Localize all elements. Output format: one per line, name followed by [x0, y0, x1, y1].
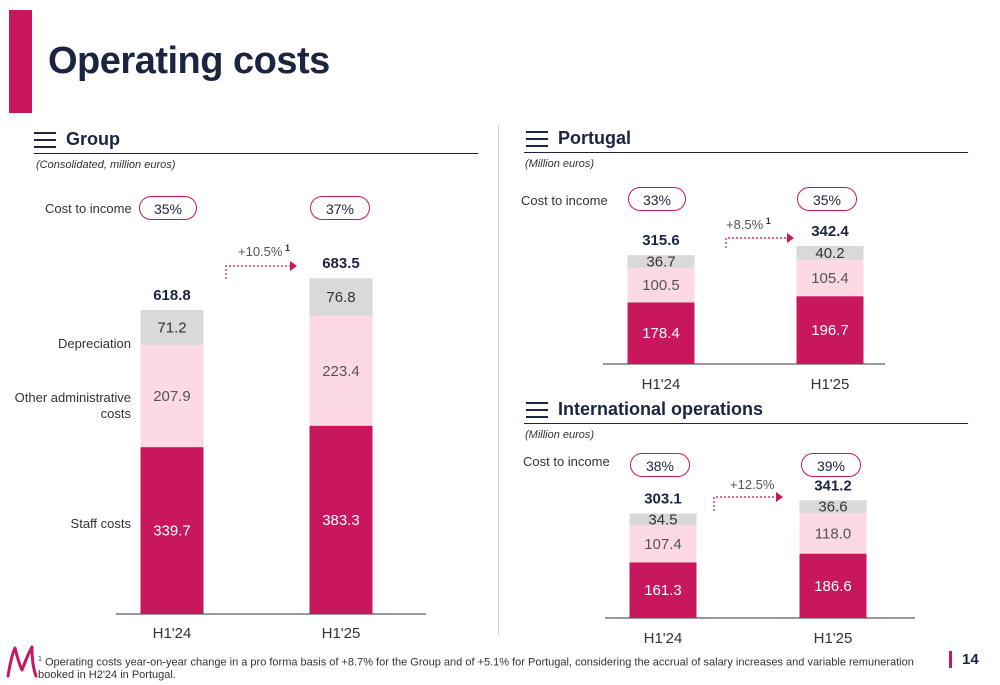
group-bar-staff-1 [140, 447, 204, 614]
international-bar-depreciation-2 [799, 500, 867, 513]
menu-icon [526, 402, 548, 418]
portugal-cost-to-income-label: Cost to income [521, 193, 608, 208]
portugal-bar-depreciation-1 [627, 255, 695, 268]
footnote-text: Operating costs year-on-year change in a… [38, 656, 914, 681]
group-value-label-depreciation-1: 71.2 [157, 319, 186, 336]
portugal-cti-badge-h1-24: 33% [628, 187, 686, 211]
group-value-label-staff-1: 339.7 [153, 523, 191, 540]
group-subtitle: (Consolidated, million euros) [36, 159, 176, 171]
title-accent-bar [9, 10, 32, 113]
group-bar-staff-2 [309, 425, 373, 614]
international-bar-depreciation-1 [629, 513, 697, 526]
international-bar-other-2 [799, 512, 867, 554]
international-category-label-1: H1'24 [644, 630, 683, 647]
international-bar-other-1 [629, 525, 697, 563]
international-title: International operations [558, 399, 764, 419]
group-bar-other-2 [309, 315, 373, 426]
international-change-arrow-head [776, 492, 783, 502]
group-bar-depreciation-2 [309, 278, 373, 316]
international-bar-staff-2 [799, 553, 867, 618]
international-subtitle: (Million euros) [525, 429, 595, 441]
portugal-category-label-2: H1'25 [811, 376, 850, 393]
page-number: 14 [962, 651, 979, 668]
section-divider [498, 125, 499, 635]
international-value-label-other-1: 107.4 [644, 536, 682, 553]
portugal-category-label-1: H1'24 [642, 376, 681, 393]
page-title: Operating costs [48, 40, 330, 82]
group-category-label-1: H1'24 [153, 625, 192, 642]
international-rule [524, 423, 968, 424]
group-bar-other-1 [140, 344, 204, 448]
group-bar-depreciation-1 [140, 309, 204, 345]
international-total-label-1: 303.1 [644, 490, 682, 507]
portugal-bar-staff-2 [796, 296, 864, 364]
portugal-bar-other-2 [796, 259, 864, 297]
group-cost-to-income-label: Cost to income [45, 201, 132, 216]
group-change-label: +10.5% 1 [238, 243, 290, 259]
portugal-title: Portugal [558, 128, 632, 148]
group-total-label-1: 618.8 [153, 287, 191, 304]
portugal-cti-badge-h1-25: 35% [797, 187, 857, 211]
portugal-value-label-staff-2: 196.7 [811, 322, 849, 339]
group-value-label-depreciation-2: 76.8 [326, 289, 355, 306]
group-cti-badge-h1-24: 35% [139, 196, 197, 220]
portugal-value-label-other-1: 100.5 [642, 277, 680, 294]
portugal-subtitle: (Million euros) [525, 158, 595, 170]
group-value-label-other-2: 223.4 [322, 363, 360, 380]
row-label-depreciation: Depreciation [58, 336, 131, 351]
portugal-change-arrow-head [787, 233, 794, 243]
international-cti-badge-h1-25: 39% [801, 453, 861, 477]
group-rule [34, 153, 478, 154]
portugal-change-footnote-marker: 1 [763, 216, 771, 226]
portugal-bar-other-1 [627, 267, 695, 303]
group-change-arrow [225, 265, 291, 279]
portugal-change-arrow [725, 237, 788, 248]
footnote-marker: 1 [38, 656, 42, 663]
page-number-accent [949, 651, 952, 668]
international-bar-staff-1 [629, 562, 697, 618]
international-total-label-2: 341.2 [814, 477, 852, 494]
group-title: Group [66, 129, 120, 149]
portugal-total-label-1: 315.6 [642, 232, 680, 249]
brand-logo [6, 645, 38, 678]
group-cti-badge-h1-25: 37% [310, 196, 370, 220]
portugal-value-label-depreciation-2: 40.2 [815, 245, 844, 262]
international-cost-to-income-label: Cost to income [523, 454, 610, 469]
portugal-value-label-other-2: 105.4 [811, 270, 849, 287]
group-total-label-2: 683.5 [322, 255, 360, 272]
group-value-label-other-1: 207.9 [153, 388, 191, 405]
international-value-label-depreciation-2: 36.6 [818, 499, 847, 516]
group-category-label-2: H1'25 [322, 625, 361, 642]
international-change-arrow [713, 496, 777, 511]
international-change-label: +12.5% [730, 477, 775, 492]
portugal-value-label-staff-1: 178.4 [642, 325, 680, 342]
international-value-label-other-2: 118.0 [815, 525, 851, 542]
international-value-label-depreciation-1: 34.5 [648, 511, 677, 528]
portugal-change-label: +8.5% 1 [726, 216, 771, 232]
international-value-label-staff-2: 186.6 [814, 578, 852, 595]
footnote: 1 Operating costs year-on-year change in… [38, 654, 948, 681]
group-value-label-staff-2: 383.3 [322, 512, 360, 529]
portugal-rule [524, 152, 968, 153]
portugal-bar-depreciation-2 [796, 245, 864, 260]
portugal-value-label-depreciation-1: 36.7 [646, 254, 675, 271]
row-label-other-admin: Other administrative costs [14, 390, 131, 421]
menu-icon [34, 132, 56, 148]
portugal-bar-staff-1 [627, 302, 695, 364]
international-cti-badge-h1-24: 38% [630, 453, 690, 477]
portugal-total-label-2: 342.4 [811, 223, 849, 240]
international-value-label-staff-1: 161.3 [644, 582, 682, 599]
group-change-footnote-marker: 1 [282, 243, 290, 253]
menu-icon [526, 131, 548, 147]
row-label-staff: Staff costs [70, 516, 131, 531]
international-category-label-2: H1'25 [814, 630, 853, 647]
group-change-arrow-head [290, 261, 297, 271]
